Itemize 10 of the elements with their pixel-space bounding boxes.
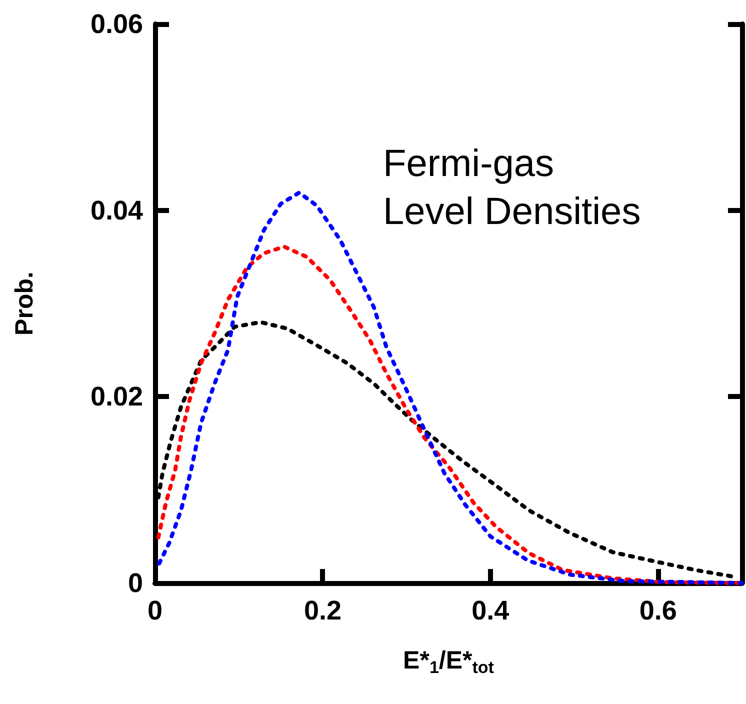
y-axis-title: Prob. [10, 272, 38, 336]
y-tick-label: 0.04 [90, 195, 143, 226]
y-tick-label: 0 [128, 568, 143, 598]
y-tick-label: 0.06 [90, 9, 143, 39]
x-tick-label: 0.6 [639, 596, 677, 626]
y-tick-label: 0.02 [90, 382, 143, 412]
x-tick-label: 0.2 [304, 596, 342, 626]
x-tick-label: 0 [147, 596, 163, 626]
x-tick-label: 0.4 [472, 596, 510, 626]
annotation: Fermi-gas Level Densities [383, 143, 641, 233]
